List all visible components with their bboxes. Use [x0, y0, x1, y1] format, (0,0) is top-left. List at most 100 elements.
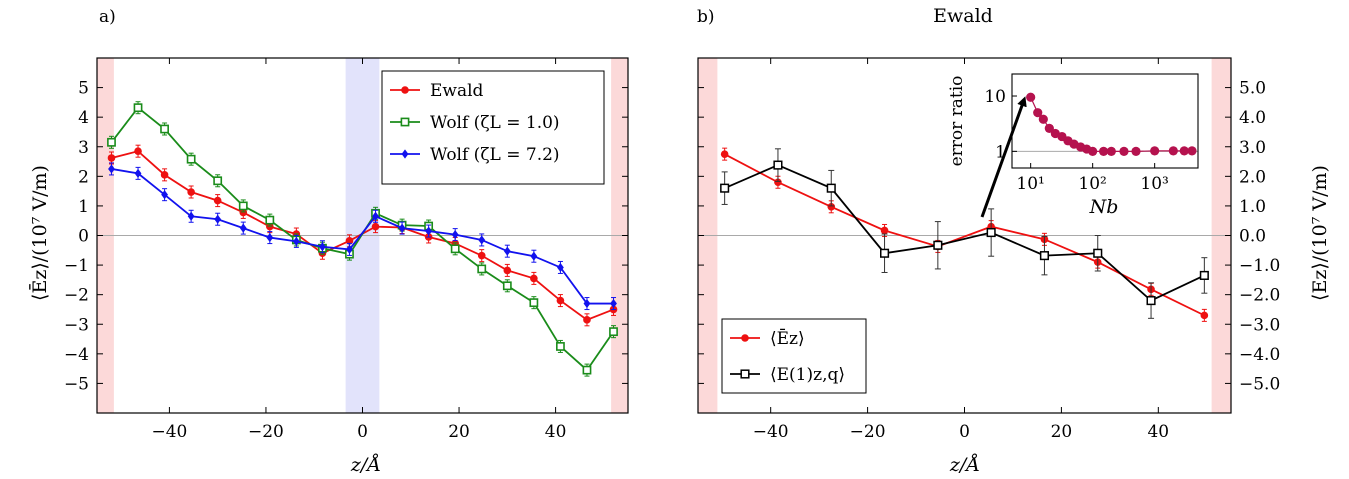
a-data-point: [451, 230, 459, 240]
a-data-point: [582, 365, 592, 375]
a-data-point: [583, 298, 591, 309]
b-y-tick-label: 2.0: [1239, 167, 1266, 187]
a-data-point: [502, 281, 512, 291]
a-data-point: [213, 196, 222, 205]
a-data-point: [319, 242, 326, 252]
b-series-0: [720, 147, 1209, 322]
a-legend-marker: [400, 117, 410, 127]
a-x-tick-label: −40: [151, 422, 187, 442]
b-y-tick-label: −1.0: [1239, 256, 1280, 276]
b-data-point: [720, 150, 729, 158]
panel-a-tag: a): [99, 7, 116, 27]
a-series-0: [107, 144, 618, 327]
b-data-point: [1093, 248, 1103, 258]
inset-ticks: 10¹ 10² 10³ 1 10: [984, 87, 1169, 194]
a-y-tick-label: −3: [64, 315, 89, 335]
a-data-point: [530, 251, 538, 261]
a-data-point: [107, 154, 116, 162]
b-x-tick-label: 40: [1147, 422, 1169, 442]
panel-a: −40 −20 0 20 40 −5 −4 −3 −2 −1 0 1 2 3 4 5 a) z/Å ⟨Ēz⟩/…: [28, 7, 629, 476]
a-data-point: [160, 171, 169, 179]
b-x-tick-label: 20: [1051, 422, 1073, 442]
inset-x-tick-label: 10¹: [1016, 174, 1044, 194]
a-data-point: [610, 298, 617, 309]
a-y-tick-label: −4: [64, 345, 89, 365]
a-legend-label: Wolf (ζL = 7.2): [430, 145, 560, 165]
a-y-tick-label: 1: [78, 197, 89, 217]
inset-data-point: [1098, 146, 1109, 156]
a-data-point: [160, 124, 169, 134]
b-x-tick-label: −40: [753, 422, 789, 442]
a-legend-label: Wolf (ζL = 1.0): [430, 113, 560, 133]
a-data-point: [187, 188, 195, 196]
b-y-tick-label: 5.0: [1239, 79, 1266, 99]
b-legend-label: ⟨E(1)z,q⟩: [770, 365, 845, 385]
panel-b-title: Ewald: [933, 5, 993, 27]
panel-a-ticks: −40 −20 0 20 40 −5 −4 −3 −2 −1 0 1 2 3 4 5: [64, 58, 628, 442]
a-data-point: [266, 232, 274, 243]
a-x-tick-label: 20: [448, 422, 470, 442]
a-data-point: [557, 262, 564, 273]
a-y-tick-label: 0: [78, 227, 89, 247]
panel-b-series: [720, 147, 1209, 322]
inset-data-point: [1187, 146, 1197, 156]
inset-frame: [1011, 73, 1199, 169]
a-x-tick-label: 0: [357, 422, 368, 442]
b-data-point: [1039, 251, 1050, 261]
a-data-point: [529, 298, 539, 308]
a-x-tick-label: −20: [248, 422, 284, 442]
a-data-point: [108, 164, 115, 174]
b-data-point: [826, 183, 836, 193]
b-data-point: [720, 183, 730, 193]
b-y-tick-label: −3.0: [1239, 315, 1280, 335]
panel-b-ticks: −40 −20 0 20 40 5.0 4.0 3.0 2.0 1.0 0.0 −1.0 −2.0 −3.…: [698, 58, 1280, 442]
panel-b: −40 −20 0 20 40 5.0 4.0 3.0 2.0 1.0 0.0 −1.0 −2.0 −3.…: [697, 5, 1331, 476]
b-data-point: [773, 160, 783, 170]
b-y-tick-label: −2.0: [1239, 286, 1280, 306]
inset-x-tick-label: 10²: [1078, 174, 1106, 194]
a-data-point: [133, 103, 143, 113]
panel-a-series: [107, 101, 618, 377]
a-data-point: [239, 223, 247, 233]
a-data-point: [372, 211, 379, 221]
panel-b-x-axis-label: z/Å: [949, 454, 980, 476]
b-y-tick-label: 1.0: [1239, 197, 1266, 217]
inset-points: [1026, 92, 1197, 156]
a-data-point: [238, 201, 248, 211]
a-data-point: [477, 251, 486, 260]
a-series-line: [111, 168, 614, 305]
a-y-tick-label: 3: [78, 138, 89, 158]
panel-b-legend: ⟨Ēz⟩ ⟨E(1)z,q⟩: [721, 318, 867, 394]
inset-error-ratio: 10¹ 10² 10³ 1 10 error ratio Nb: [947, 73, 1199, 218]
a-y-tick-label: −5: [64, 374, 89, 394]
b-legend-marker: [740, 369, 750, 379]
b-data-point: [933, 240, 943, 250]
a-data-point: [503, 266, 512, 275]
b-data-point: [827, 203, 836, 211]
inset-data-point: [1150, 146, 1160, 156]
a-y-tick-label: 5: [78, 79, 89, 99]
a-data-point: [292, 236, 300, 247]
a-data-point: [371, 222, 380, 231]
a-data-point: [265, 215, 275, 225]
a-data-point: [477, 264, 487, 274]
a-data-point: [266, 222, 274, 231]
b-data-point: [1200, 311, 1209, 320]
a-data-point: [530, 274, 538, 283]
inset-data-point: [1131, 146, 1141, 156]
inset-data-point: [1168, 146, 1178, 156]
inset-x-tick-label: 10³: [1140, 174, 1168, 194]
b-series-line: [724, 153, 1205, 317]
inset-y-axis-label: error ratio: [947, 76, 967, 167]
b-series-line: [724, 164, 1205, 302]
a-y-tick-label: 2: [78, 167, 89, 187]
panel-a-y-axis-label: ⟨Ēz⟩/(10⁷ V/m): [28, 165, 51, 301]
inset-data-point: [1026, 92, 1036, 102]
a-series-2: [108, 162, 617, 311]
a-data-point: [609, 327, 618, 337]
panel-b-tag: b): [697, 7, 715, 27]
a-data-point: [134, 147, 142, 155]
b-x-tick-label: 0: [959, 422, 970, 442]
b-y-tick-label: 3.0: [1239, 138, 1266, 158]
a-data-point: [503, 246, 511, 256]
